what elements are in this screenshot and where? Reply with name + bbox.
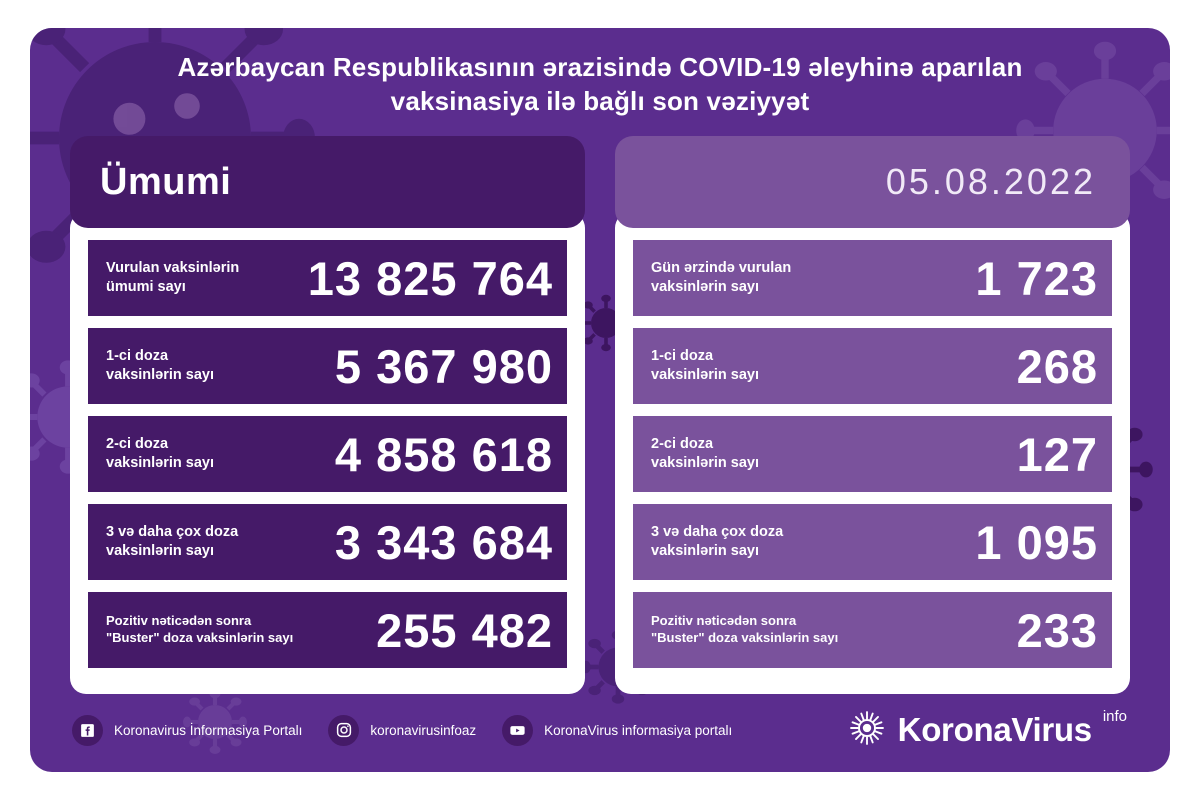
virus-sunburst-icon	[848, 709, 886, 752]
table-row: Vurulan vaksinlərin ümumi sayı 13 825 76…	[88, 240, 567, 316]
column-total: Ümumi Vurulan vaksinlərin ümumi sayı 13 …	[70, 136, 585, 694]
row-label-line1: 2-ci doza	[106, 436, 169, 453]
row-label-line2: vaksinlərin sayı	[106, 455, 215, 471]
row-label: 1-ci doza vaksinlərin sayı	[651, 347, 759, 384]
table-row: Gün ərzində vurulan vaksinlərin sayı 1 7…	[633, 240, 1112, 316]
row-label-line1: Pozitiv nəticədən sonra	[106, 613, 252, 629]
table-row: Pozitiv nəticədən sonra "Buster" doza va…	[633, 592, 1112, 668]
row-label: 3 və daha çox doza vaksinlərin sayı	[651, 523, 783, 560]
instagram-icon[interactable]	[328, 714, 360, 746]
column-total-header: Ümumi	[70, 136, 585, 228]
facebook-icon[interactable]	[72, 714, 103, 746]
row-value: 127	[1016, 427, 1098, 481]
row-label: 2-ci doza vaksinlərin sayı	[651, 435, 759, 472]
page-title: Azərbaycan Respublikasının ərazisində CO…	[177, 52, 1023, 117]
row-label: 1-ci doza vaksinlərin sayı	[106, 347, 214, 384]
row-label-line2: vaksinlərin sayı	[651, 455, 760, 471]
row-value: 1 095	[975, 515, 1098, 569]
row-label-line1: 2-ci doza	[651, 436, 714, 453]
row-label-line1: 3 və daha çox doza	[651, 524, 784, 541]
brand-superscript: info	[1102, 707, 1127, 725]
row-value: 4 858 618	[334, 427, 553, 481]
brand-name: KoronaVirus	[897, 710, 1092, 748]
social-label: koronavirusinfoaz	[370, 722, 477, 738]
footer: Koronavirus İnformasiya Portalı koronavi…	[30, 702, 1170, 758]
social-link-facebook[interactable]: Koronavirus İnformasiya Portalı	[72, 714, 303, 746]
row-label-line1: 1-ci doza	[651, 348, 714, 365]
brand-logo: KoronaVirus info	[848, 709, 1128, 752]
row-label: Vurulan vaksinlərin ümumi sayı	[106, 259, 239, 296]
row-value: 233	[1016, 603, 1098, 657]
row-label: 2-ci doza vaksinlərin sayı	[106, 435, 214, 472]
statistics-columns: Ümumi Vurulan vaksinlərin ümumi sayı 13 …	[30, 136, 1170, 694]
social-link-youtube[interactable]: KoronaVirus informasiya portalı	[502, 714, 733, 746]
row-value: 268	[1016, 339, 1098, 393]
row-label: Gün ərzində vurulan vaksinlərin sayı	[651, 259, 791, 296]
row-label-line1: 1-ci doza	[106, 348, 169, 365]
row-value: 13 825 764	[307, 251, 553, 305]
table-row: 3 və daha çox doza vaksinlərin sayı 1 09…	[633, 504, 1112, 580]
column-daily-header: 05.08.2022	[615, 136, 1130, 228]
row-label: Pozitiv nəticədən sonra "Buster" doza va…	[651, 613, 838, 646]
row-label-line2: vaksinlərin sayı	[651, 543, 760, 559]
row-value: 5 367 980	[334, 339, 553, 393]
table-row: 2-ci doza vaksinlərin sayı 4 858 618	[88, 416, 567, 492]
table-row: 2-ci doza vaksinlərin sayı 127	[633, 416, 1112, 492]
table-row: Pozitiv nəticədən sonra "Buster" doza va…	[88, 592, 567, 668]
row-label-line1: Vurulan vaksinlərin	[106, 260, 240, 277]
row-label-line1: 3 və daha çox doza	[106, 524, 239, 541]
column-daily-panel: Gün ərzində vurulan vaksinlərin sayı 1 7…	[615, 212, 1130, 694]
column-total-title: Ümumi	[100, 160, 232, 203]
main-card: Azərbaycan Respublikasının ərazisində CO…	[30, 28, 1170, 772]
row-label-line2: vaksinlərin sayı	[651, 279, 760, 295]
row-label-line1: Gün ərzində vurulan	[651, 260, 792, 277]
social-links: Koronavirus İnformasiya Portalı koronavi…	[72, 714, 848, 746]
row-value: 3 343 684	[334, 515, 553, 569]
column-daily-date: 05.08.2022	[885, 161, 1096, 202]
social-label: Koronavirus İnformasiya Portalı	[114, 722, 303, 738]
column-total-panel: Vurulan vaksinlərin ümumi sayı 13 825 76…	[70, 212, 585, 694]
table-row: 1-ci doza vaksinlərin sayı 268	[633, 328, 1112, 404]
row-value: 1 723	[975, 251, 1098, 305]
row-label-line2: ümumi sayı	[106, 279, 186, 295]
row-value: 255 482	[376, 603, 553, 657]
social-label: KoronaVirus informasiya portalı	[544, 722, 733, 738]
row-label-line2: "Buster" doza vaksinlərin sayı	[651, 630, 839, 645]
youtube-icon[interactable]	[502, 714, 534, 746]
social-link-instagram[interactable]: koronavirusinfoaz	[328, 714, 477, 746]
row-label-line2: "Buster" doza vaksinlərin sayı	[106, 630, 294, 645]
row-label-line1: Pozitiv nəticədən sonra	[651, 613, 797, 629]
table-row: 1-ci doza vaksinlərin sayı 5 367 980	[88, 328, 567, 404]
table-row: 3 və daha çox doza vaksinlərin sayı 3 34…	[88, 504, 567, 580]
row-label: 3 və daha çox doza vaksinlərin sayı	[106, 523, 238, 560]
row-label-line2: vaksinlərin sayı	[106, 543, 215, 559]
row-label-line2: vaksinlərin sayı	[106, 367, 215, 383]
row-label-line2: vaksinlərin sayı	[651, 367, 760, 383]
column-daily: 05.08.2022 Gün ərzində vurulan vaksinlər…	[615, 136, 1130, 694]
row-label: Pozitiv nəticədən sonra "Buster" doza va…	[106, 613, 293, 646]
